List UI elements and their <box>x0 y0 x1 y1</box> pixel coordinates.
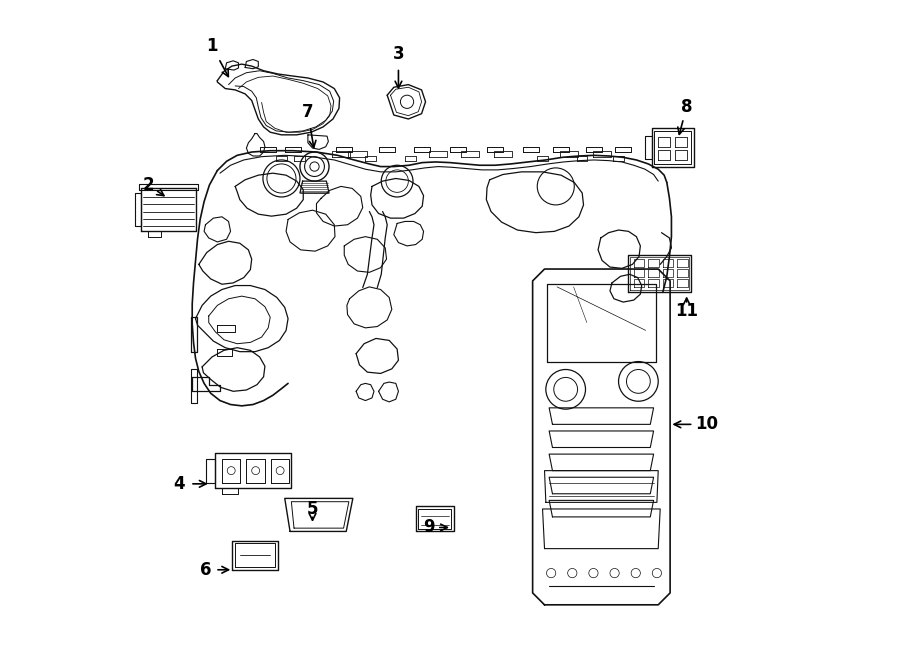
Text: 7: 7 <box>302 103 314 122</box>
Text: 11: 11 <box>675 301 698 320</box>
Text: 9: 9 <box>423 518 435 537</box>
Text: 1: 1 <box>206 37 218 56</box>
Text: 8: 8 <box>681 98 692 116</box>
Text: 10: 10 <box>695 415 718 434</box>
Text: 2: 2 <box>143 176 155 194</box>
Text: 6: 6 <box>200 561 212 579</box>
Text: 5: 5 <box>307 500 319 518</box>
Text: 3: 3 <box>392 45 404 63</box>
Text: 4: 4 <box>173 475 184 493</box>
